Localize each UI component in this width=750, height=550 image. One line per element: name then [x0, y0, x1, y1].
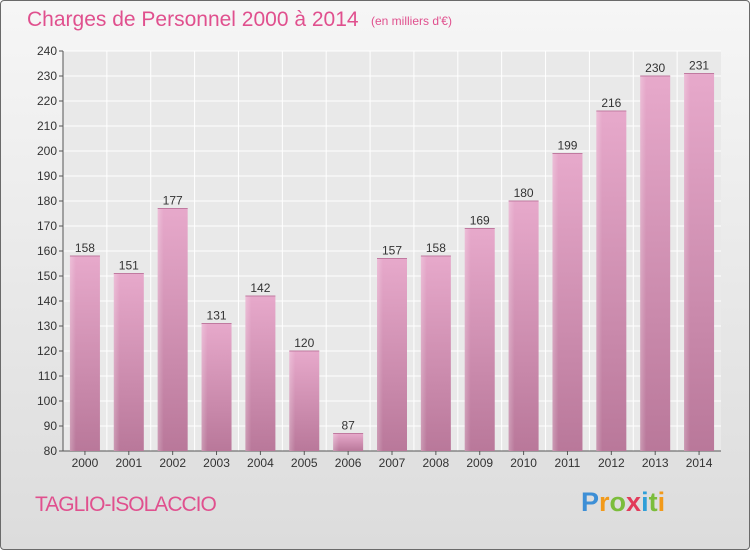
bar-highlight [684, 73, 691, 451]
bar-layer [69, 73, 715, 451]
y-tick-label: 80 [44, 444, 58, 458]
bar-highlight [464, 228, 471, 451]
y-tick-label: 90 [44, 419, 58, 433]
proxiti-logo[interactable]: Proxiti [581, 487, 666, 517]
x-tick-label: 2002 [159, 456, 186, 470]
label-layer: 158 151 177 131 142 120 87 157 158 169 180 199 216 23… [75, 59, 709, 433]
bar-highlight [289, 351, 296, 451]
bar-highlight [420, 256, 427, 451]
data-label: 180 [514, 186, 534, 200]
y-tick-label: 120 [37, 344, 57, 358]
y-tick-label: 180 [37, 194, 57, 208]
data-label: 158 [75, 241, 95, 255]
y-tick-label: 240 [37, 44, 57, 58]
x-tick-label: 2008 [423, 456, 450, 470]
x-tick-label: 2005 [291, 456, 318, 470]
y-tick-label: 200 [37, 144, 57, 158]
data-label: 199 [557, 139, 577, 153]
y-tick-label: 230 [37, 69, 57, 83]
y-tick-label: 160 [37, 244, 57, 258]
chart-subtitle: (en milliers d'€) [371, 14, 452, 28]
x-tick-label: 2012 [598, 456, 625, 470]
x-tick-label: 2013 [642, 456, 669, 470]
bar-highlight [508, 201, 515, 451]
data-label: 157 [382, 244, 402, 258]
bar-highlight [113, 273, 120, 451]
y-tick-label: 150 [37, 269, 57, 283]
data-label: 177 [163, 194, 183, 208]
data-label: 158 [426, 241, 446, 255]
bar-highlight [640, 76, 647, 451]
x-tick-label: 2010 [510, 456, 537, 470]
y-tick-label: 220 [37, 94, 57, 108]
bar-highlight [377, 258, 383, 451]
data-label: 151 [119, 259, 139, 273]
y-tick-label: 110 [38, 369, 57, 383]
data-label: 231 [689, 59, 709, 73]
data-label: 142 [250, 281, 270, 295]
y-tick-label: 140 [37, 294, 57, 308]
x-tick-label: 2000 [72, 456, 99, 470]
bar-highlight [157, 208, 164, 451]
y-tick-label: 100 [37, 394, 57, 408]
bar-highlight [552, 153, 559, 451]
x-tick-label: 2001 [115, 456, 142, 470]
data-label: 230 [645, 61, 665, 75]
bar-highlight [69, 256, 76, 451]
x-tick-label: 2004 [247, 456, 274, 470]
y-tick-label: 190 [37, 169, 57, 183]
commune-name: TAGLIO-ISOLACCIO [35, 493, 217, 516]
data-label: 169 [470, 214, 490, 228]
bar-highlight [333, 433, 340, 451]
y-tick-label: 210 [37, 119, 57, 133]
x-tick-label: 2014 [686, 456, 713, 470]
x-tick-label: 2003 [203, 456, 230, 470]
bar [333, 433, 364, 451]
data-label: 120 [294, 336, 314, 350]
y-tick-label: 130 [37, 319, 57, 333]
x-tick-label: 2007 [379, 456, 406, 470]
x-tick-label: 2009 [466, 456, 493, 470]
y-tick-label: 170 [37, 219, 57, 233]
x-tick-label: 2011 [555, 456, 581, 470]
chart-title: Charges de Personnel 2000 à 2014 [27, 8, 359, 31]
data-label: 87 [341, 419, 355, 433]
bar-highlight [596, 111, 603, 451]
data-label: 216 [601, 96, 621, 110]
data-label: 131 [207, 309, 227, 323]
x-tick-label: 2006 [335, 456, 362, 470]
bar-highlight [245, 296, 252, 451]
bar-highlight [201, 323, 208, 451]
